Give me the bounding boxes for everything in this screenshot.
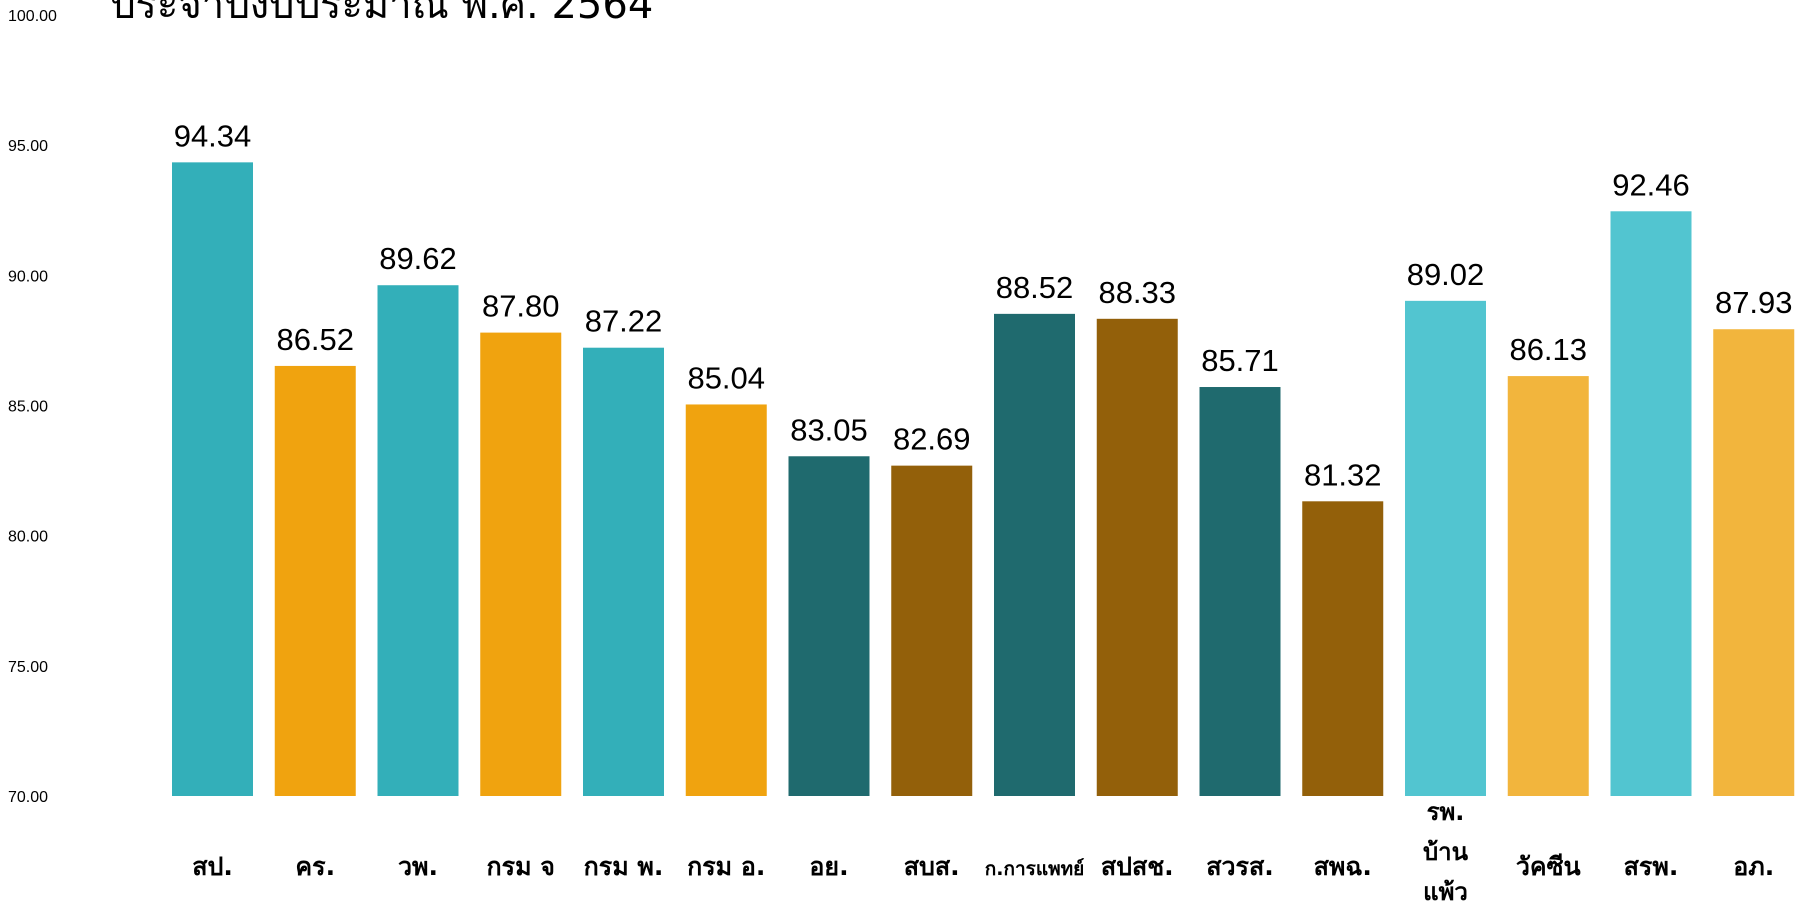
category-label: สปสช. — [1101, 852, 1174, 881]
y-tick-label: 75.00 — [8, 659, 48, 676]
bars — [172, 162, 1795, 797]
x-axis: สป. คร. วพ. กรม จ กรม พ. กรม อ. อย. สบส. ก.การแพ… — [192, 798, 1774, 906]
bar — [480, 332, 562, 796]
category-label: รพ.บ้านแพ้ว — [1423, 798, 1469, 906]
bar — [1610, 211, 1692, 797]
value-label: 82.69 — [893, 422, 971, 457]
bar — [1199, 387, 1281, 796]
bar — [1096, 318, 1178, 796]
bar — [1507, 376, 1589, 796]
category-label: อย. — [809, 852, 848, 881]
y-tick-label: 95.00 — [8, 138, 48, 155]
category-label: สวรส. — [1206, 852, 1273, 881]
bar — [788, 456, 870, 796]
value-label: 87.22 — [585, 304, 663, 339]
category-label: กรม จ — [487, 852, 555, 881]
bar — [377, 285, 459, 796]
value-label: 86.52 — [276, 322, 354, 357]
y-tick-label: 70.00 — [8, 789, 48, 806]
y-tick-label: 85.00 — [8, 399, 48, 416]
value-label: 89.62 — [379, 241, 457, 276]
bar — [685, 404, 767, 796]
value-label: 85.71 — [1201, 343, 1279, 378]
bar — [583, 347, 664, 796]
bar — [1713, 329, 1795, 796]
category-label: คร. — [295, 852, 335, 881]
value-label: 89.02 — [1407, 257, 1485, 292]
category-label: สบส. — [904, 852, 960, 881]
bar — [891, 465, 973, 796]
value-labels: 94.34 86.52 89.62 87.80 87.22 85.04 83.05 82.69… — [174, 118, 1793, 492]
value-label: 94.34 — [174, 118, 252, 153]
value-label: 88.33 — [1098, 275, 1176, 310]
value-label: 88.52 — [996, 270, 1074, 305]
bar — [1405, 300, 1486, 796]
category-label: วัคซีน — [1516, 852, 1581, 881]
value-label: 86.13 — [1509, 332, 1587, 367]
value-label: 81.32 — [1304, 457, 1382, 492]
bar — [994, 313, 1075, 796]
category-label: ก.การแพทย์ — [985, 858, 1085, 880]
chart-title: ประจำปีงบประมาณ พ.ศ. 2564 — [110, 0, 654, 28]
category-label: วพ. — [398, 852, 438, 881]
value-label: 87.93 — [1715, 285, 1793, 320]
bar — [1302, 501, 1384, 796]
category-label: สพฉ. — [1314, 852, 1372, 881]
category-label: สป. — [192, 852, 233, 881]
value-label: 85.04 — [687, 360, 765, 395]
y-tick-label: 100.00 — [8, 8, 57, 25]
y-tick-label: 80.00 — [8, 529, 48, 546]
bar — [274, 365, 356, 796]
category-label: กรม อ. — [687, 852, 765, 881]
category-label: อภ. — [1733, 852, 1774, 881]
y-axis: 70.00 75.00 80.00 85.00 90.00 95.00 100.00 — [8, 8, 57, 806]
value-label: 87.80 — [482, 289, 560, 324]
y-tick-label: 90.00 — [8, 268, 48, 285]
value-label: 92.46 — [1612, 167, 1690, 202]
bar — [172, 162, 253, 797]
category-label: กรม พ. — [584, 852, 664, 881]
category-label: สรพ. — [1624, 852, 1679, 881]
value-label: 83.05 — [790, 412, 868, 447]
